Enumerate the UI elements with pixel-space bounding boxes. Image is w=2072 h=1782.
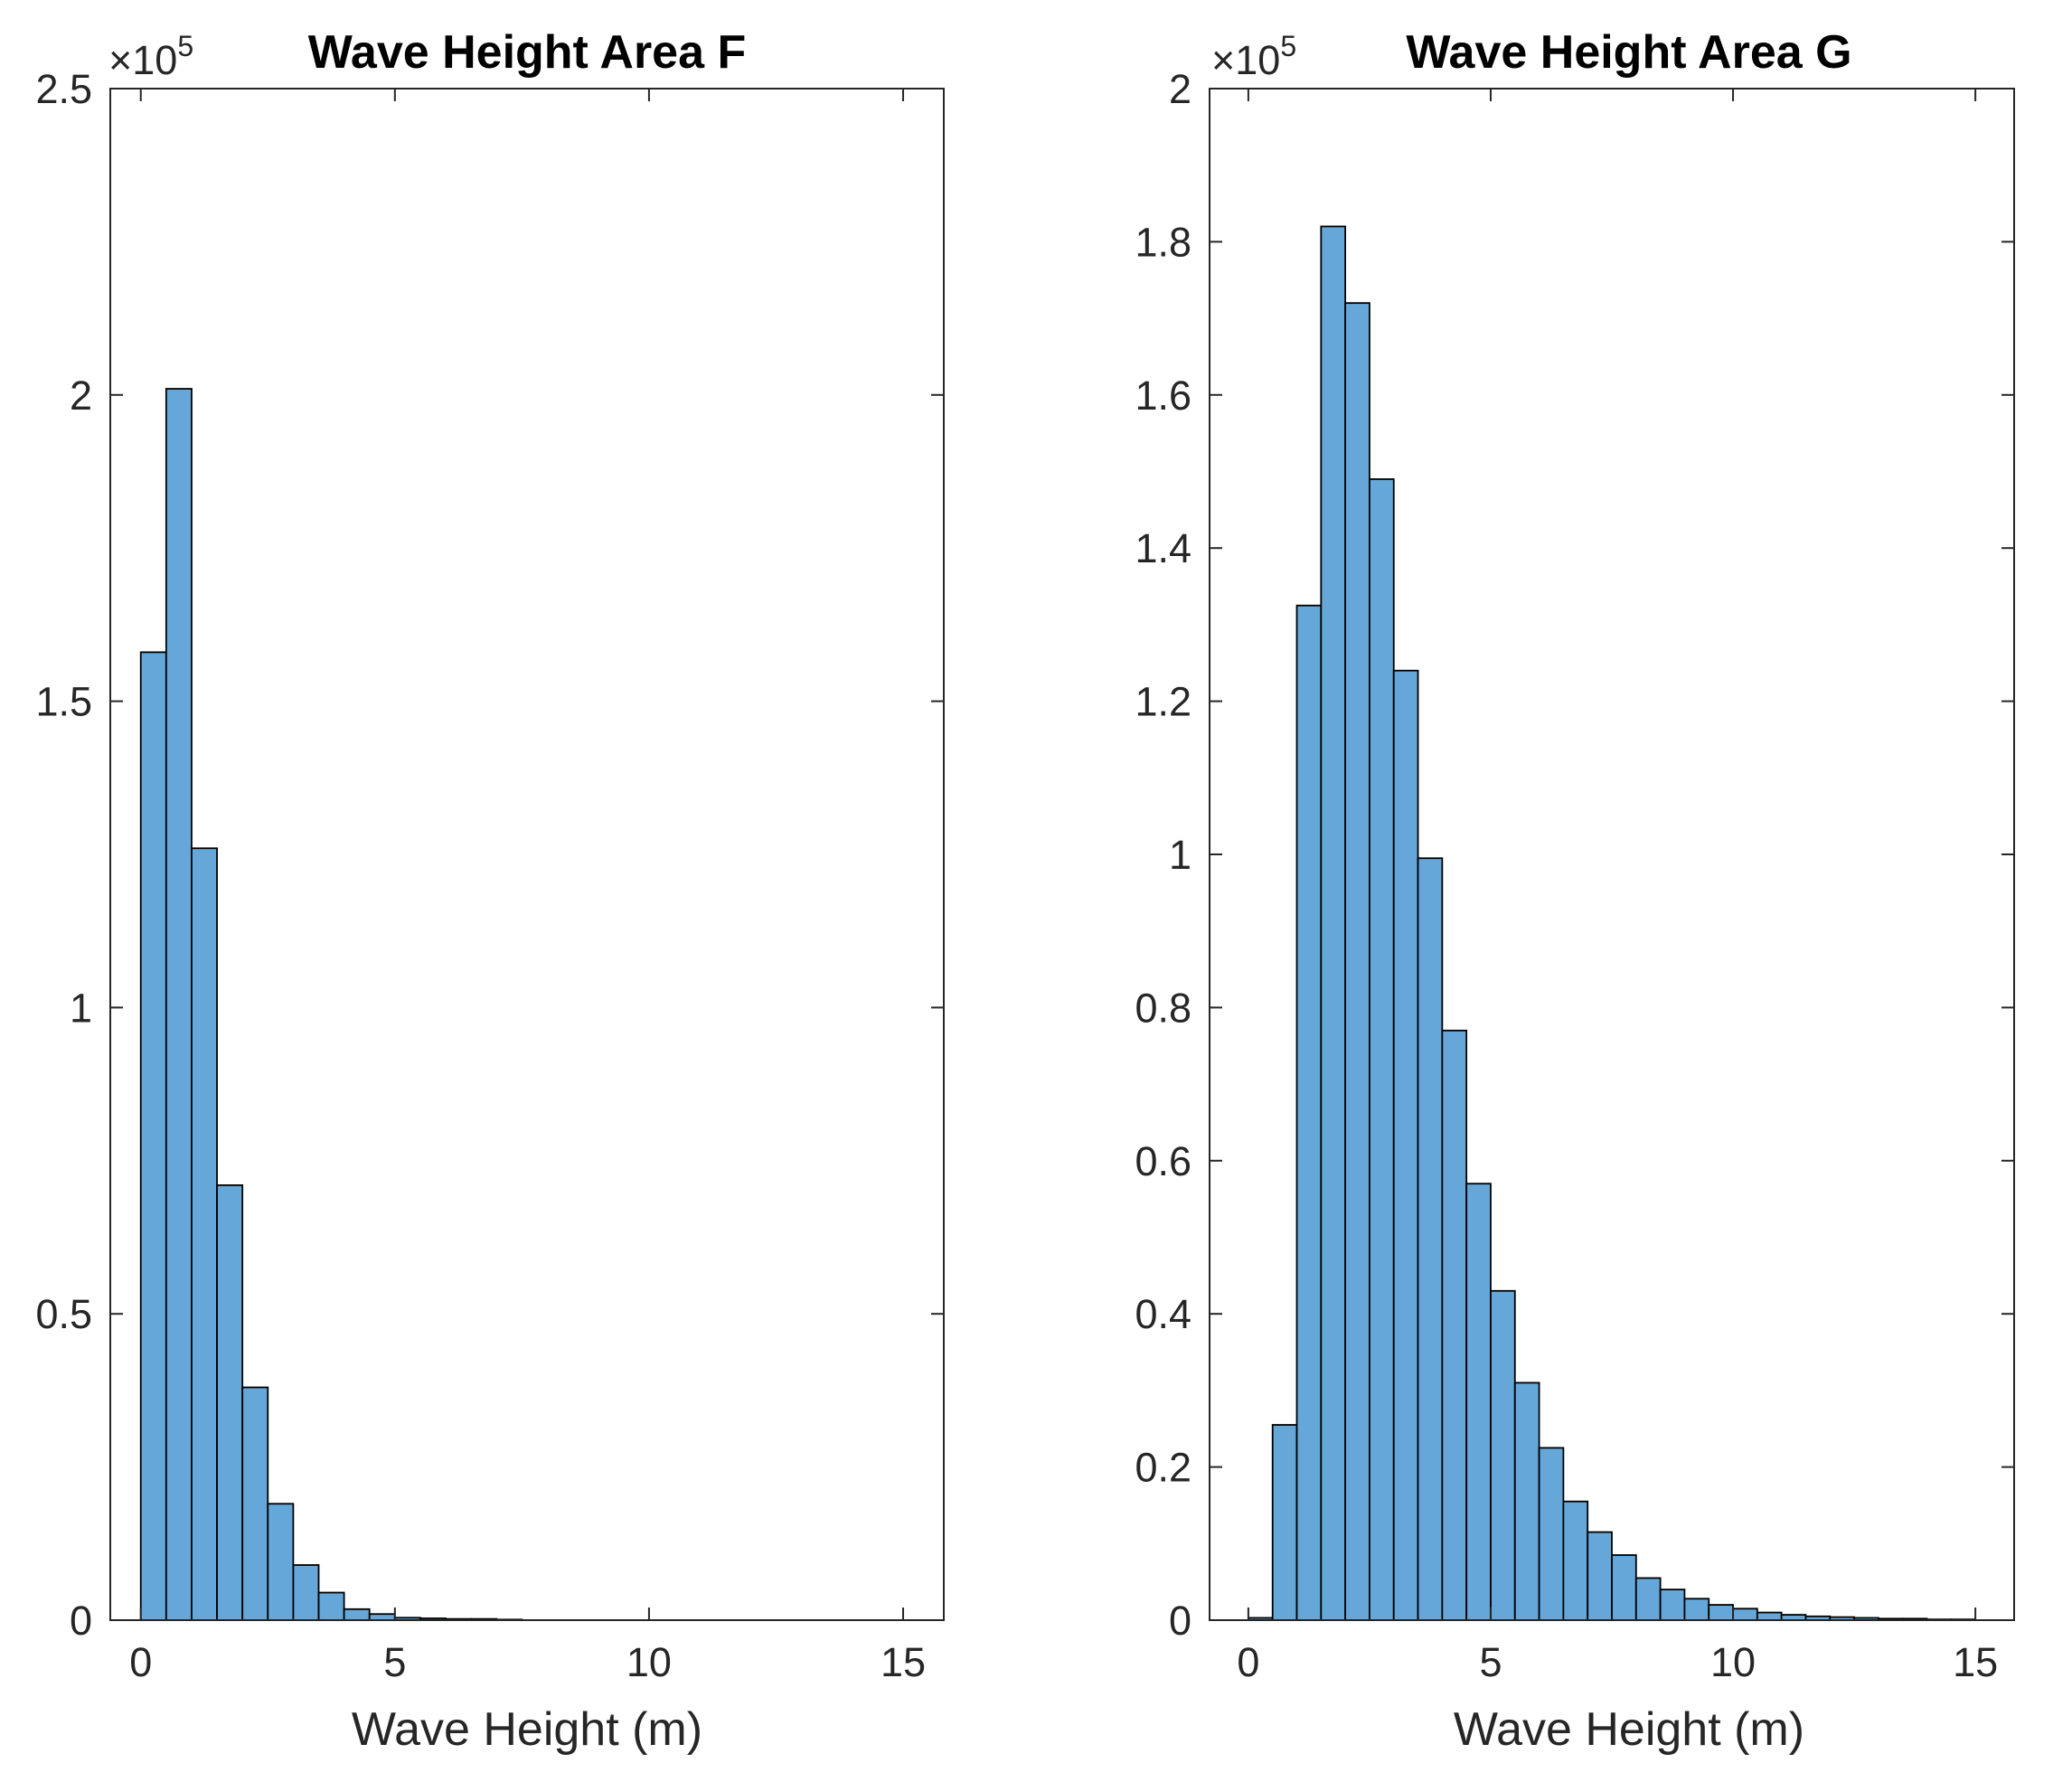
y-tick-label: 0.8 <box>1135 985 1191 1031</box>
histogram-bar-area-g <box>1732 1608 1758 1621</box>
x-tick-label: 5 <box>383 1639 406 1685</box>
histogram-bar-area-g <box>1417 857 1444 1621</box>
x-tick-label: 0 <box>129 1639 152 1685</box>
histogram-bar-area-f <box>317 1591 345 1621</box>
ticks-area-f: 0 5 10 15 0 0.5 1 1.5 2 2.5 <box>35 66 944 1685</box>
x-axis-label-area-g: Wave Height (m) <box>1454 1703 1804 1756</box>
y-multiplier-base-area-g: ×10 <box>1211 37 1280 83</box>
histogram-bar-area-f <box>241 1386 269 1621</box>
histogram-bar-area-g <box>1344 302 1370 1621</box>
histogram-bar-area-f <box>368 1613 396 1621</box>
histogram-bar-area-g <box>1320 225 1347 1621</box>
y-multiplier-area-g: ×105 <box>1211 30 1296 83</box>
histogram-bar-area-f <box>267 1503 295 1621</box>
y-tick-label: 0.6 <box>1135 1138 1191 1184</box>
histogram-bar-area-g <box>1513 1381 1540 1621</box>
y-tick-label: 0.2 <box>1135 1445 1191 1491</box>
y-multiplier-base-area-f: ×10 <box>108 37 177 83</box>
chart-title-area-f: Wave Height Area F <box>308 26 746 79</box>
y-tick-label: 0 <box>1169 1598 1191 1644</box>
y-tick-label: 0.5 <box>35 1291 92 1337</box>
histogram-bar-area-g <box>1392 669 1419 1621</box>
histogram-bar-area-g <box>1587 1531 1613 1621</box>
histogram-bar-area-g <box>1441 1029 1468 1621</box>
chart-area-g: 0 5 10 15 0 0.2 0.4 0.6 0.8 1 1.2 1.4 1.6 1.8 2 Wave H… <box>1135 26 2015 1756</box>
ticks-area-g: 0 5 10 15 0 0.2 0.4 0.6 0.8 1 1.2 1.4 1.6 1.8 2 <box>1135 66 2014 1685</box>
chart-title-area-g: Wave Height Area G <box>1406 26 1851 79</box>
y-tick-label: 2 <box>1169 66 1191 112</box>
y-tick-label: 1.6 <box>1135 372 1191 419</box>
histogram-bar-area-f <box>292 1564 320 1621</box>
histogram-bar-area-g <box>1538 1447 1565 1621</box>
bars-area-f <box>139 388 523 1621</box>
histogram-bar-area-g <box>1490 1289 1516 1621</box>
y-tick-label: 1.2 <box>1135 679 1191 725</box>
y-tick-label: 1.5 <box>35 679 92 725</box>
histogram-bar-area-g <box>1465 1183 1492 1621</box>
x-tick-label: 0 <box>1237 1639 1259 1685</box>
histogram-bar-area-g <box>1659 1589 1686 1621</box>
histogram-bar-area-g <box>1295 604 1323 1621</box>
axes-box-area-f <box>109 88 945 1621</box>
x-tick-label: 5 <box>1479 1639 1502 1685</box>
y-multiplier-area-f: ×105 <box>108 30 193 83</box>
y-tick-label: 1.4 <box>1135 525 1191 571</box>
y-tick-label: 0.4 <box>1135 1291 1191 1337</box>
histogram-bar-area-g <box>1611 1554 1637 1621</box>
histogram-bar-area-f <box>191 847 218 1621</box>
y-tick-label: 1.8 <box>1135 219 1191 265</box>
bars-area-g <box>1247 225 1977 1621</box>
histogram-bar-area-g <box>1708 1604 1734 1621</box>
y-tick-label: 1 <box>1169 832 1191 878</box>
y-multiplier-exp-area-f: 5 <box>177 30 193 62</box>
histogram-bar-area-g <box>1369 478 1395 1621</box>
y-multiplier-exp-area-g: 5 <box>1280 30 1296 62</box>
histogram-bar-area-g <box>1756 1611 1783 1621</box>
chart-area-f: 0 5 10 15 0 0.5 1 1.5 2 2.5 Wave Height Area F Wa… <box>35 26 945 1756</box>
histogram-bar-area-g <box>1683 1598 1710 1621</box>
x-tick-label: 15 <box>1953 1639 1998 1685</box>
histogram-bar-area-f <box>216 1184 244 1621</box>
histogram-bar-area-g <box>1634 1577 1662 1621</box>
y-tick-label: 0 <box>70 1598 92 1644</box>
histogram-bar-area-f <box>343 1608 371 1621</box>
histogram-bar-area-g <box>1271 1424 1298 1621</box>
histogram-bar-area-f <box>165 388 193 1621</box>
x-tick-label: 10 <box>626 1639 672 1685</box>
histogram-bar-area-f <box>139 651 167 1621</box>
x-tick-label: 10 <box>1710 1639 1756 1685</box>
histogram-bar-area-g <box>1562 1500 1589 1621</box>
x-tick-label: 15 <box>881 1639 926 1685</box>
y-tick-label: 2 <box>70 372 92 419</box>
y-tick-label: 1 <box>70 985 92 1031</box>
x-axis-label-area-f: Wave Height (m) <box>352 1703 702 1756</box>
y-tick-label: 2.5 <box>35 66 92 112</box>
